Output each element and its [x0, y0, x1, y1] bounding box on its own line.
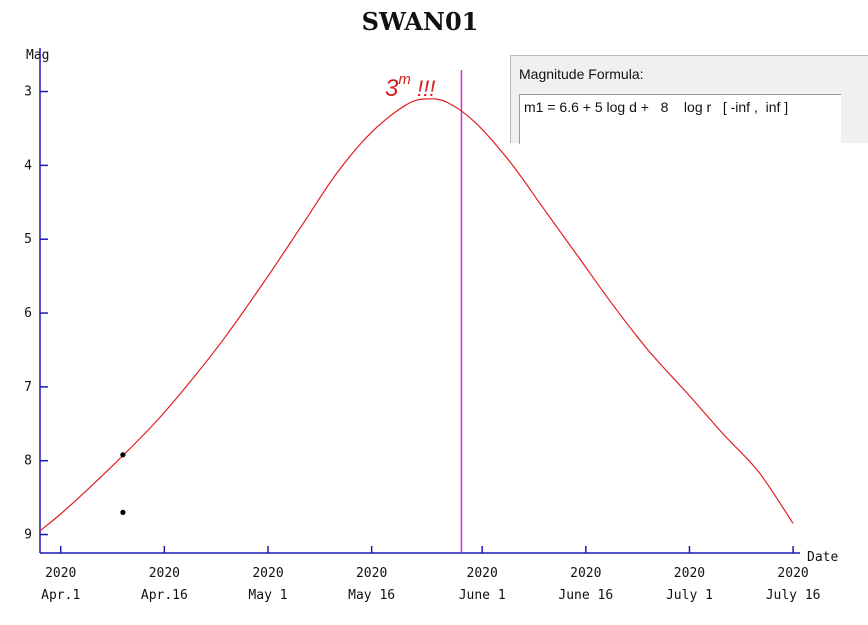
y-tick-label: 8 — [24, 454, 32, 469]
y-tick-label: 6 — [24, 306, 32, 321]
observation-point — [120, 452, 126, 458]
y-tick-label: 7 — [24, 380, 32, 395]
x-tick-label: Apr.16 — [141, 588, 188, 603]
peak-annotation: 3m !!! — [385, 71, 435, 102]
x-tick-label: June 16 — [558, 588, 613, 603]
magnitude-formula-panel: Magnitude Formula: m1 = 6.6 + 5 log d + … — [510, 55, 868, 144]
observation-points — [120, 452, 126, 515]
x-tick-year: 2020 — [777, 566, 808, 581]
x-ticks: 2020 Apr.1 2020 Apr.16 2020 May 1 2020 May 16 20… — [41, 546, 820, 603]
x-tick-year: 2020 — [252, 566, 283, 581]
annotation-suffix: !!! — [411, 76, 435, 101]
y-ticks: 3 4 5 6 7 8 9 — [24, 85, 48, 543]
magnitude-curve — [39, 98, 794, 532]
y-axis-label: Mag — [26, 48, 49, 63]
axes — [39, 48, 800, 554]
formula-text-field[interactable]: m1 = 6.6 + 5 log d + 8 log r [ -inf , in… — [519, 94, 841, 144]
formula-heading: Magnitude Formula: — [519, 66, 644, 82]
y-tick-label: 4 — [24, 158, 32, 173]
x-tick-label: July 1 — [666, 588, 713, 603]
y-tick-label: 5 — [24, 232, 32, 247]
x-tick-year: 2020 — [45, 566, 76, 581]
x-axis-label: Date — [807, 550, 838, 565]
y-tick-label: 3 — [24, 85, 32, 100]
x-tick-label: May 16 — [348, 588, 395, 603]
x-tick-year: 2020 — [674, 566, 705, 581]
x-tick-year: 2020 — [467, 566, 498, 581]
y-tick-label: 9 — [24, 528, 32, 543]
x-tick-label: May 1 — [248, 588, 287, 603]
annotation-base: 3 — [385, 75, 399, 102]
annotation-superscript: m — [398, 71, 411, 88]
chart-title: SWAN01 — [362, 7, 479, 36]
x-tick-label: July 16 — [766, 588, 821, 603]
x-tick-label: Apr.1 — [41, 588, 80, 603]
x-tick-year: 2020 — [149, 566, 180, 581]
x-tick-label: June 1 — [459, 588, 506, 603]
x-tick-year: 2020 — [356, 566, 387, 581]
observation-point — [120, 509, 126, 515]
x-tick-year: 2020 — [570, 566, 601, 581]
